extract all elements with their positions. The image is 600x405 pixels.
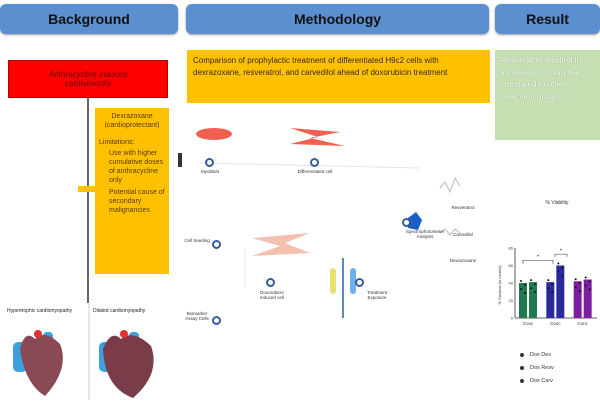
- y-tick-label: 0: [511, 316, 514, 321]
- data-point: [574, 286, 577, 289]
- marker: [178, 153, 182, 167]
- step-label: Spectrophotometer Analysis: [405, 229, 445, 239]
- step-node: [310, 158, 319, 167]
- bar: [573, 281, 582, 318]
- step-label: Biomarker Assay Cells: [185, 311, 209, 321]
- data-point: [574, 278, 577, 281]
- step-label: Doxorubicin induced cell: [260, 290, 284, 300]
- step-label: Cell Seeding: [184, 238, 210, 243]
- header-background: Background: [0, 4, 178, 34]
- myoblast-cell-icon: [196, 128, 232, 140]
- x-tick-label: Conc: [577, 321, 588, 326]
- significance-label: *: [537, 255, 539, 261]
- data-point: [524, 292, 526, 294]
- data-point: [557, 270, 560, 273]
- data-point: [584, 284, 587, 287]
- heart-icon: [13, 304, 154, 400]
- chart-legend: Dox Dex Dox Resv Dox Carv: [520, 352, 554, 391]
- data-point: [534, 283, 536, 286]
- header-result: Result: [495, 4, 600, 34]
- methodology-summary: Comparison of prophylactic treatment of …: [187, 50, 490, 103]
- step-node: [402, 218, 411, 227]
- y-axis-label: % Survival (to control): [497, 265, 502, 305]
- drug-name: Dexrazoxane (cardioprotectant): [104, 113, 160, 129]
- bar: [519, 283, 527, 318]
- data-point: [561, 266, 564, 269]
- limitation-2: Potential cause of secondary malignancie…: [109, 189, 165, 214]
- step-label: Differentiated cell: [297, 169, 333, 174]
- bar: [556, 265, 565, 318]
- data-point: [578, 290, 581, 293]
- x-tick-label: Conc: [523, 321, 534, 326]
- data-point: [520, 280, 522, 282]
- iv-bag-icon: [330, 268, 336, 294]
- viability-chart: % Viability % Survival (to control) 0 20 40 6…: [497, 200, 597, 326]
- legend-label: Dox Carv: [530, 378, 553, 384]
- legend-label: Dox Dex: [530, 352, 552, 358]
- data-point: [530, 287, 532, 290]
- data-point: [584, 276, 587, 279]
- legend-dot: [520, 379, 524, 383]
- data-point: [547, 279, 550, 282]
- compound-label: Carvedilol: [452, 232, 473, 237]
- legend-item: Dox Carv: [520, 378, 554, 384]
- step-node: [212, 316, 221, 325]
- step-node: [212, 240, 221, 249]
- result-summary: Resveratrol resulted in increased cell s…: [495, 50, 600, 140]
- data-point: [530, 279, 532, 282]
- data-point: [547, 287, 550, 290]
- connector-line: [87, 98, 89, 303]
- data-point: [588, 280, 591, 283]
- bar: [546, 282, 555, 318]
- limitations-title: Limitations:: [99, 139, 135, 146]
- compound-label: Dexrazoxane: [449, 258, 477, 263]
- x-tick-label: Conc: [550, 321, 561, 326]
- step-label: Treatment Exposure: [366, 290, 388, 300]
- chart-title: % Viability: [546, 200, 569, 206]
- compound-label: Resveratrol: [451, 205, 475, 210]
- treated-cell-icon: [252, 233, 310, 256]
- y-tick-label: 60: [509, 263, 514, 268]
- legend-label: Dox Resv: [530, 365, 554, 371]
- legend-dot: [520, 366, 524, 370]
- connector-tab: [78, 186, 95, 192]
- heart-label-hypertrophic: Hypertrophic cardiomyopathy: [7, 308, 73, 314]
- legend-item: Dox Dex: [520, 352, 554, 358]
- step-node: [355, 278, 364, 287]
- legend-item: Dox Resv: [520, 365, 554, 371]
- significance-bracket: [554, 253, 568, 257]
- data-point: [524, 284, 526, 286]
- drug-box: Dexrazoxane (cardioprotectant) Limitatio…: [95, 108, 169, 274]
- data-point: [551, 283, 554, 286]
- data-point: [520, 288, 522, 290]
- spectrophotometer-icon: [408, 212, 422, 230]
- data-point: [561, 274, 564, 277]
- significance-bracket: [522, 259, 554, 264]
- data-point: [551, 291, 554, 294]
- heart-label-dilated: Dilated cardiomyopathy: [93, 308, 146, 314]
- step-node: [205, 158, 214, 167]
- header-methodology: Methodology: [186, 4, 489, 34]
- y-tick-label: 80: [509, 246, 514, 251]
- method-illustration: [196, 128, 461, 318]
- step-label: Myoblast: [200, 169, 219, 174]
- y-tick-label: 20: [509, 298, 514, 303]
- data-point: [588, 288, 591, 291]
- bar: [583, 279, 592, 318]
- significance-label: *: [560, 248, 562, 254]
- y-tick-label: 40: [509, 281, 514, 286]
- problem-box: Anthracycline induced cardiotoxicity: [8, 60, 168, 98]
- limitation-1: Use with higher cumulative doses of anth…: [109, 150, 164, 184]
- bar: [529, 282, 537, 318]
- data-point: [578, 282, 581, 285]
- step-node: [266, 278, 275, 287]
- legend-dot: [520, 353, 524, 357]
- differentiated-cell-icon: [290, 128, 345, 146]
- heart-illustrations: Hypertrophic cardiomyopathy Dilated card…: [5, 304, 175, 400]
- data-point: [534, 291, 536, 294]
- data-point: [557, 262, 560, 265]
